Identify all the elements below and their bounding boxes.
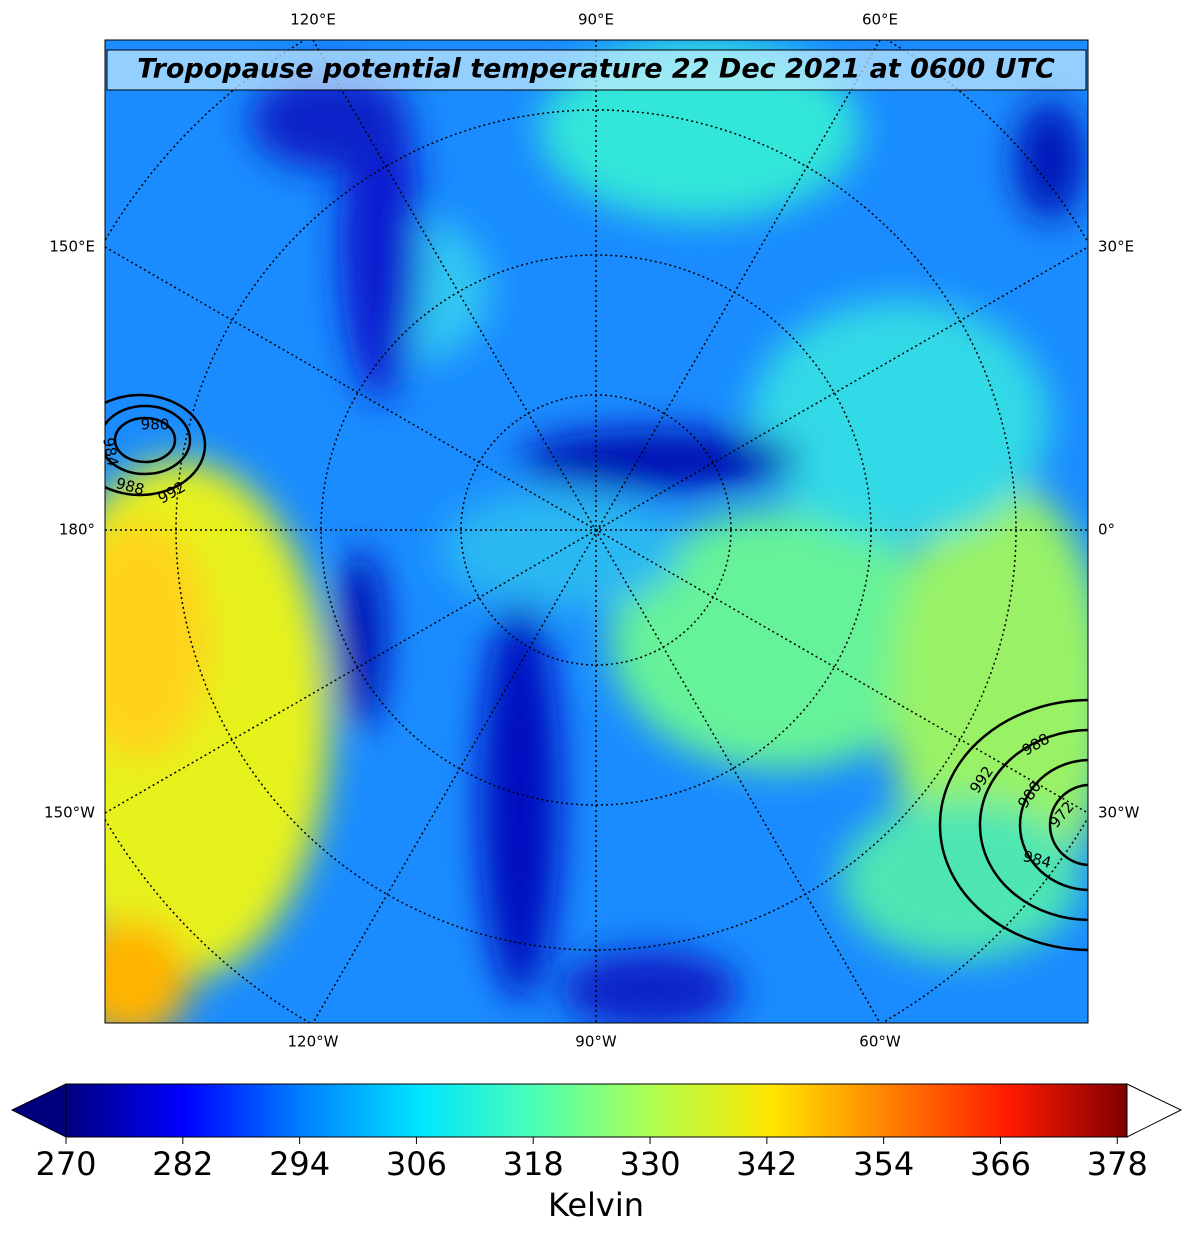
lon-label: 60°W xyxy=(859,1033,901,1051)
lon-label: 120°W xyxy=(288,1033,339,1051)
lat-label: 0° xyxy=(1098,521,1115,539)
colorbar-tick-label: 366 xyxy=(970,1145,1031,1183)
title-box xyxy=(106,49,1087,91)
lat-label: 30°W xyxy=(1098,804,1140,822)
title: Tropopause potential temperature 22 Dec … xyxy=(137,54,1055,85)
colorbar-tick-label: 282 xyxy=(152,1145,213,1183)
map-frame xyxy=(104,39,1089,1024)
colorbar-tick-label: 378 xyxy=(1087,1145,1148,1183)
lat-label: 180° xyxy=(59,521,95,539)
contour-label: 984 xyxy=(99,436,122,467)
colorbar-tick-label: 270 xyxy=(35,1145,96,1183)
lon-label: 90°W xyxy=(575,1033,617,1051)
temperature-field xyxy=(105,40,1088,1023)
graticule xyxy=(105,40,1088,1023)
colorbar-tick-label: 342 xyxy=(736,1145,797,1183)
colorbar-extend-max xyxy=(1126,1083,1183,1138)
colorbar-tick-label: 354 xyxy=(853,1145,914,1183)
colorbar-tick-label: 294 xyxy=(269,1145,330,1183)
lon-label: 60°E xyxy=(862,11,898,29)
colorbar-tick-label: 330 xyxy=(619,1145,680,1183)
lat-label: 150°W xyxy=(44,804,95,822)
pressure-contours xyxy=(105,393,1088,952)
lon-label: 90°E xyxy=(578,11,614,29)
colorbar-tick-label: 306 xyxy=(386,1145,447,1183)
lat-label: 150°E xyxy=(49,238,95,256)
map xyxy=(105,40,1088,1023)
contour-label: 980 xyxy=(141,416,170,434)
colorbar-extend-min xyxy=(10,1083,67,1138)
lat-label: 30°E xyxy=(1098,238,1134,256)
lon-label: 120°E xyxy=(290,11,336,29)
colorbar xyxy=(65,1083,1128,1138)
colorbar-tick-label: 318 xyxy=(503,1145,564,1183)
colorbar-label: Kelvin xyxy=(548,1186,644,1224)
